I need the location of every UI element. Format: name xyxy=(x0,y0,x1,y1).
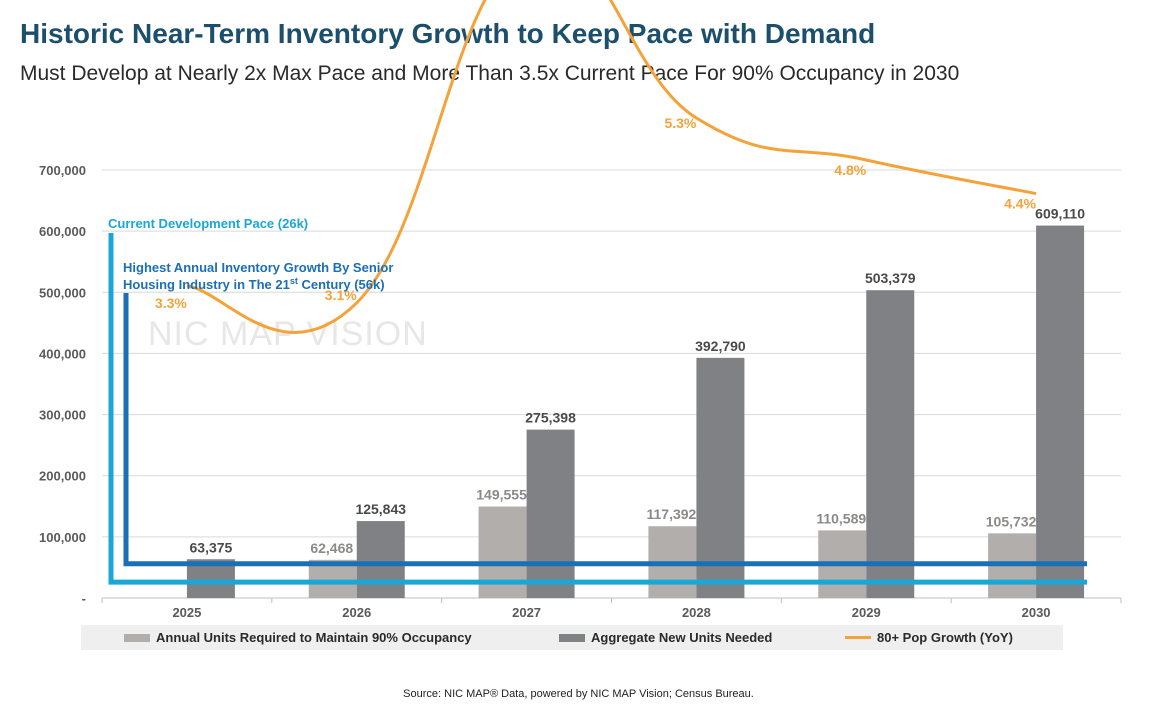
watermark-text: NIC MAP VISION xyxy=(148,315,428,353)
x-tick-label: 2027 xyxy=(512,605,541,620)
annotation-superscript: st xyxy=(290,276,298,286)
y-tick-label: 400,000 xyxy=(39,346,86,361)
data-label-growth: 4.4% xyxy=(1004,196,1036,212)
legend-swatch-growth xyxy=(845,636,871,639)
data-label-annual: 62,468 xyxy=(310,540,353,556)
data-label-annual: 149,555 xyxy=(476,487,527,503)
data-label-annual: 105,732 xyxy=(986,513,1037,529)
y-tick-label: 100,000 xyxy=(39,530,86,545)
reference-line-highest-pace xyxy=(123,293,1087,567)
x-tick-label: 2029 xyxy=(852,605,881,620)
legend-item-aggregate: Aggregate New Units Needed xyxy=(559,625,772,650)
legend-item-annual: Annual Units Required to Maintain 90% Oc… xyxy=(124,625,472,650)
bar-aggregate xyxy=(356,521,405,598)
y-tick-label: 300,000 xyxy=(39,408,86,423)
data-label-annual: 117,392 xyxy=(646,506,696,522)
x-tick-label: 2028 xyxy=(682,605,711,620)
source-note: Source: NIC MAP® Data, powered by NIC MA… xyxy=(403,688,754,700)
annotation-current-pace: Current Development Pace (26k) xyxy=(108,216,308,231)
chart: - 100,000 200,000 300,000 400,000 500,000 600,… xyxy=(39,0,1122,620)
data-label-growth: 3.3% xyxy=(155,295,187,311)
y-tick-label: 600,000 xyxy=(39,224,86,239)
annotation-highest-pace-line2: Housing Industry in The 21st Century (56… xyxy=(123,276,385,292)
chart-subtitle: Must Develop at Nearly 2x Max Pace and M… xyxy=(20,62,960,85)
bar-aggregate xyxy=(526,429,575,598)
data-label-growth: 4.8% xyxy=(834,162,866,178)
y-tick-label: 500,000 xyxy=(39,285,86,300)
data-label-growth: 5.3% xyxy=(664,115,696,131)
legend-swatch-aggregate xyxy=(559,633,585,642)
bar-aggregate xyxy=(1036,225,1085,598)
annotation-highest-pace-line1: Highest Annual Inventory Growth By Senio… xyxy=(123,260,393,275)
growth-line xyxy=(186,0,1037,334)
x-tick-label: 2025 xyxy=(172,605,201,620)
y-tick-label: 200,000 xyxy=(39,469,86,484)
reference-line-current-pace xyxy=(108,233,1087,585)
legend: Annual Units Required to Maintain 90% Oc… xyxy=(81,625,1063,650)
chart-title: Historic Near-Term Inventory Growth to K… xyxy=(20,18,876,49)
annotation-text: Century (56k) xyxy=(298,277,385,292)
legend-label-growth: 80+ Pop Growth (YoY) xyxy=(877,630,1013,645)
bar-aggregate xyxy=(696,357,745,598)
legend-label-aggregate: Aggregate New Units Needed xyxy=(591,630,773,645)
data-label-aggregate: 125,843 xyxy=(355,501,406,517)
bar-aggregate xyxy=(866,290,915,598)
x-tick-label: 2026 xyxy=(342,605,371,620)
data-label-aggregate: 503,379 xyxy=(865,270,916,286)
legend-label-annual: Annual Units Required to Maintain 90% Oc… xyxy=(156,630,472,645)
data-label-aggregate: 275,398 xyxy=(525,410,576,426)
x-tick-label: 2030 xyxy=(1022,605,1051,620)
data-label-annual: 110,589 xyxy=(816,510,866,526)
data-label-aggregate: 63,375 xyxy=(190,539,233,555)
y-tick-label: 700,000 xyxy=(39,163,86,178)
legend-item-growth: 80+ Pop Growth (YoY) xyxy=(845,625,1013,650)
legend-swatch-annual xyxy=(124,633,150,642)
data-label-aggregate: 609,110 xyxy=(1035,206,1085,222)
data-label-aggregate: 392,790 xyxy=(695,338,746,354)
y-tick-label: - xyxy=(82,591,86,606)
annotation-text: Housing Industry in The 21 xyxy=(123,277,290,292)
data-label-growth: 3.1% xyxy=(325,287,357,303)
